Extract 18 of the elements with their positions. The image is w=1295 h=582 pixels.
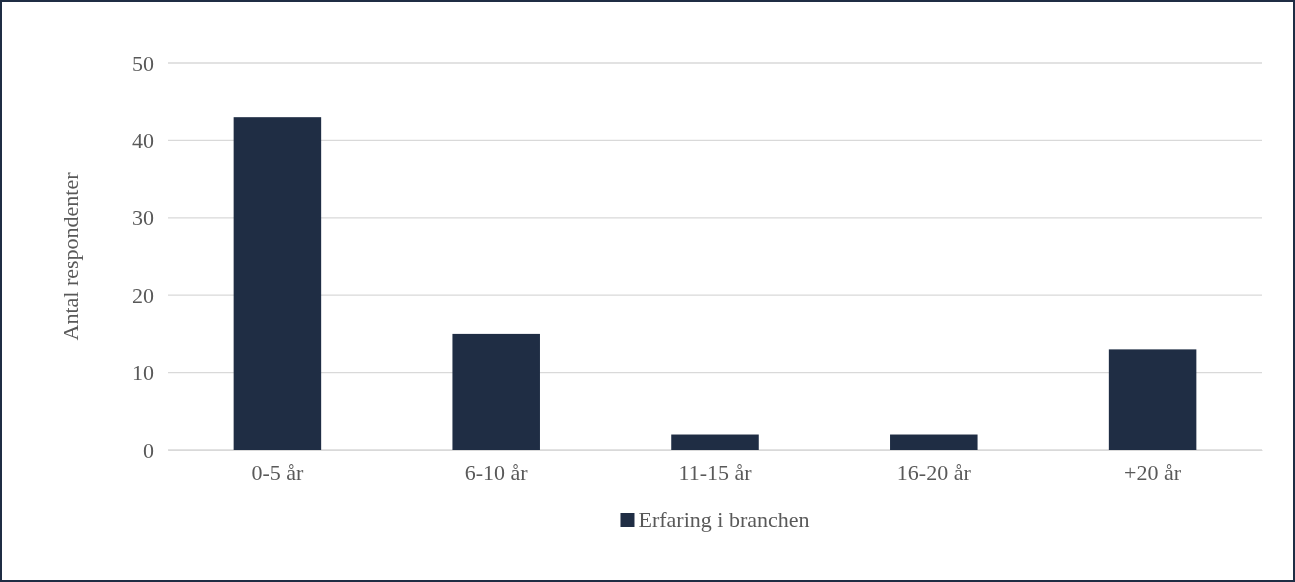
y-tick-label: 40 (132, 127, 154, 153)
x-tick-label: 16-20 år (896, 459, 972, 485)
y-tick-label: 30 (132, 205, 154, 231)
y-tick-label: 0 (143, 437, 154, 463)
x-tick-label: +20 år (1124, 459, 1182, 485)
bar (671, 434, 759, 450)
x-tick-label: 11-15 år (678, 459, 753, 485)
y-tick-label: 50 (132, 50, 154, 76)
y-tick-label: 20 (132, 282, 154, 308)
x-tick-label: 0-5 år (251, 459, 305, 485)
bar (452, 333, 540, 450)
bar (233, 117, 322, 450)
y-axis-title: Antal respondenter (58, 171, 83, 341)
legend-label: Erfaring i branchen (638, 507, 810, 532)
bar (1108, 349, 1197, 450)
x-tick-label: 6-10 år (464, 459, 529, 485)
y-tick-label: 10 (132, 360, 154, 386)
bar (890, 434, 978, 450)
